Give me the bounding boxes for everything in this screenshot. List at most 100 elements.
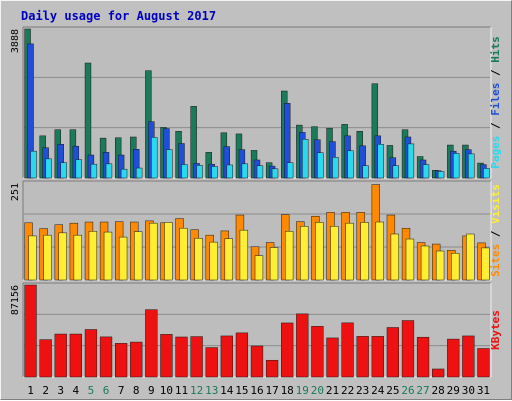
series-label-part: KBytes [489,310,502,350]
bar-visits-day-17 [269,247,279,281]
bar-visits-day-3 [58,232,67,281]
bar-visits-day-24 [375,221,384,281]
bar-pages-day-5 [90,163,98,179]
x-tick-label-day-27: 27 [416,384,429,397]
x-tick-label-day-17: 17 [265,384,278,397]
bar-visits-day-27 [420,245,430,281]
bar-kbytes-day-21 [326,337,339,378]
x-tick-label-day-26: 26 [401,384,414,397]
series-label-part: / [489,63,502,83]
bar-kbytes-day-20 [311,326,324,378]
bar-pages-day-18 [286,162,294,179]
bar-pages-day-9 [151,137,158,179]
panel-kbytes: 87156 KBytes [10,282,502,378]
bar-pages-day-10 [166,149,173,179]
bar-kbytes-day-18 [281,322,294,378]
bar-kbytes-day-5 [84,329,98,378]
x-tick-label-day-29: 29 [447,384,460,397]
bar-visits-day-19 [300,226,309,281]
bar-pages-day-27 [422,164,430,179]
series-label-part: Visits [489,184,502,224]
bar-visits-day-13 [209,241,218,281]
bar-kbytes-day-25 [386,327,400,378]
bar-visits-day-9 [149,222,158,281]
bar-pages-day-22 [347,150,354,179]
series-label-part: Pages [489,136,502,169]
bar-visits-day-8 [134,231,143,281]
bar-kbytes-day-9 [145,309,158,378]
bar-pages-day-24 [377,144,384,179]
bar-kbytes-day-24 [371,336,384,378]
bar-kbytes-day-10 [160,334,173,378]
x-tick-label-day-30: 30 [462,384,475,397]
bar-kbytes-day-28 [432,368,445,378]
bar-visits-day-21 [330,226,339,281]
bar-pages-day-16 [256,165,264,179]
bar-visits-day-16 [254,255,264,281]
bar-kbytes-day-1 [24,284,37,378]
bar-visits-day-29 [451,253,460,281]
x-axis-labels: 1 2 3 4 5 6 7 8 9 10 11 12 13 14 15 16 17 18 19 20 21 22 23 24 2… [27,384,490,397]
bar-visits-day-18 [284,231,294,281]
bar-pages-day-8 [135,167,143,179]
bar-kbytes-day-16 [250,345,264,378]
bar-kbytes-day-22 [341,322,354,378]
x-tick-label-day-23: 23 [356,384,369,397]
bar-visits-day-2 [43,234,52,281]
series-label-part: Files [489,83,502,116]
bar-pages-day-20 [317,152,324,179]
x-tick-label-day-21: 21 [326,384,339,397]
bar-visits-day-20 [315,222,324,281]
series-label-kbytes: KBytes [489,310,502,350]
bar-kbytes-day-30 [462,335,475,378]
bar-kbytes-day-14 [220,335,233,378]
x-tick-label-day-13: 13 [205,384,218,397]
bar-visits-day-5 [88,231,98,281]
bar-kbytes-day-7 [114,343,128,378]
bar-pages-day-17 [271,168,279,179]
bar-pages-day-28 [437,171,445,179]
x-tick-label-day-15: 15 [235,384,248,397]
x-tick-label-day-7: 7 [118,384,125,397]
bar-visits-day-11 [179,227,188,281]
bar-pages-day-11 [181,164,188,179]
bar-visits-day-22 [345,222,354,281]
x-tick-label-day-9: 9 [148,384,155,397]
x-tick-label-day-11: 11 [175,384,188,397]
x-tick-label-day-31: 31 [477,384,490,397]
x-tick-label-day-5: 5 [88,384,95,397]
bar-kbytes-day-31 [477,348,490,378]
x-tick-label-day-24: 24 [371,384,385,397]
bar-pages-day-1 [30,150,37,179]
bar-kbytes-day-3 [54,333,67,378]
bar-kbytes-day-6 [99,336,113,378]
bar-kbytes-day-26 [401,320,415,378]
bar-visits-day-30 [466,233,475,281]
max-label-visits-sites: 251 [10,183,21,201]
bar-kbytes-day-17 [265,359,279,378]
x-tick-label-day-20: 20 [311,384,324,397]
x-tick-label-day-16: 16 [250,384,263,397]
bar-pages-day-30 [468,153,475,179]
x-tick-label-day-8: 8 [133,384,140,397]
x-tick-label-day-6: 6 [103,384,110,397]
bar-kbytes-day-11 [175,336,188,378]
series-label-part: / [489,224,502,244]
bar-visits-day-31 [481,247,490,281]
bar-visits-day-12 [194,238,203,281]
x-tick-label-day-4: 4 [73,384,80,397]
bar-visits-day-15 [239,229,249,281]
x-tick-label-day-12: 12 [190,384,203,397]
bar-kbytes-day-19 [296,313,309,378]
bar-pages-day-15 [241,163,249,179]
series-label-part: Hits [489,36,502,63]
bar-visits-day-10 [164,222,173,281]
x-tick-label-day-25: 25 [386,384,399,397]
bar-kbytes-day-2 [39,339,52,378]
bar-kbytes-day-8 [130,341,143,378]
bar-pages-day-4 [75,159,82,179]
bar-kbytes-day-27 [416,336,430,378]
bar-kbytes-day-29 [447,338,460,378]
x-tick-label-day-10: 10 [160,384,173,397]
